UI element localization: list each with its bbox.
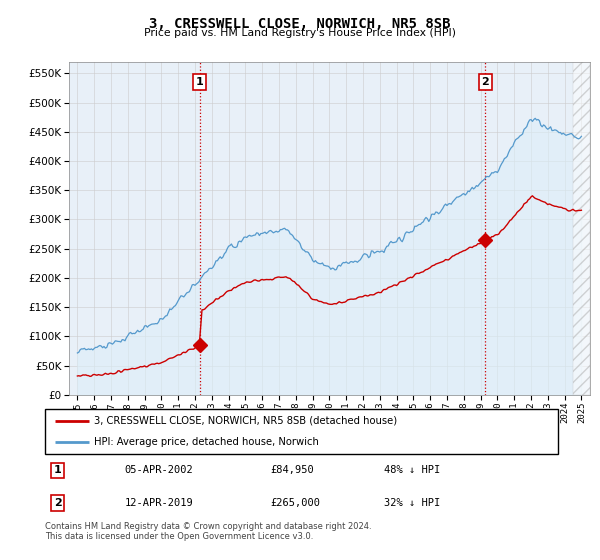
- Text: £84,950: £84,950: [271, 465, 314, 475]
- Text: £265,000: £265,000: [271, 498, 321, 508]
- Text: HPI: Average price, detached house, Norwich: HPI: Average price, detached house, Norw…: [94, 436, 319, 446]
- Text: 48% ↓ HPI: 48% ↓ HPI: [383, 465, 440, 475]
- Text: 32% ↓ HPI: 32% ↓ HPI: [383, 498, 440, 508]
- Text: 1: 1: [196, 77, 203, 87]
- FancyBboxPatch shape: [45, 409, 558, 454]
- Text: 2: 2: [54, 498, 62, 508]
- Text: 3, CRESSWELL CLOSE, NORWICH, NR5 8SB: 3, CRESSWELL CLOSE, NORWICH, NR5 8SB: [149, 17, 451, 31]
- Text: 2: 2: [481, 77, 489, 87]
- Text: 12-APR-2019: 12-APR-2019: [125, 498, 193, 508]
- Text: 05-APR-2002: 05-APR-2002: [125, 465, 193, 475]
- Text: 3, CRESSWELL CLOSE, NORWICH, NR5 8SB (detached house): 3, CRESSWELL CLOSE, NORWICH, NR5 8SB (de…: [94, 416, 397, 426]
- Text: Contains HM Land Registry data © Crown copyright and database right 2024.
This d: Contains HM Land Registry data © Crown c…: [45, 522, 371, 542]
- Text: 1: 1: [54, 465, 62, 475]
- Text: Price paid vs. HM Land Registry's House Price Index (HPI): Price paid vs. HM Land Registry's House …: [144, 28, 456, 38]
